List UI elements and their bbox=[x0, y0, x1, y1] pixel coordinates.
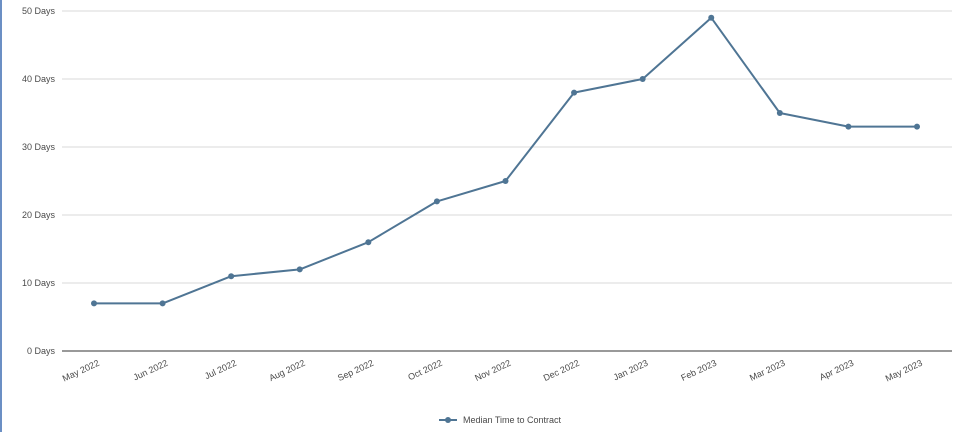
data-point bbox=[365, 239, 372, 246]
x-tick-label: Jul 2022 bbox=[203, 358, 238, 381]
x-tick-label: May 2022 bbox=[61, 358, 101, 384]
y-tick-label: 50 Days bbox=[22, 6, 56, 16]
legend-point-marker bbox=[445, 417, 451, 423]
data-point bbox=[571, 89, 578, 96]
y-axis-tick-labels: 0 Days 10 Days 20 Days 30 Days 40 Days 50 Day… bbox=[22, 6, 56, 356]
data-point bbox=[296, 266, 303, 273]
data-point bbox=[776, 110, 783, 116]
data-points bbox=[91, 14, 920, 307]
x-tick-label: Jun 2022 bbox=[132, 358, 170, 383]
x-tick-label: May 2023 bbox=[884, 358, 924, 384]
y-tick-label: 20 Days bbox=[22, 210, 56, 220]
data-point bbox=[502, 178, 509, 184]
x-tick-label: Nov 2022 bbox=[473, 358, 512, 383]
legend-label: Median Time to Contract bbox=[463, 415, 562, 425]
x-tick-label: Aug 2022 bbox=[267, 358, 306, 383]
x-tick-label: Dec 2022 bbox=[542, 358, 581, 383]
x-tick-label: Feb 2023 bbox=[679, 358, 718, 383]
y-tick-label: 10 Days bbox=[22, 278, 56, 288]
x-tick-label: Sep 2022 bbox=[336, 358, 375, 383]
y-tick-label: 40 Days bbox=[22, 74, 56, 84]
gridlines bbox=[62, 10, 952, 284]
x-axis-tick-labels: May 2022 Jun 2022 Jul 2022 Aug 2022 Sep 2022… bbox=[61, 358, 924, 384]
y-tick-label: 0 Days bbox=[27, 346, 56, 356]
left-edge-accent bbox=[0, 0, 2, 432]
legend[interactable]: Median Time to Contract bbox=[439, 415, 562, 425]
y-tick-label: 30 Days bbox=[22, 142, 56, 152]
x-tick-label: Mar 2023 bbox=[748, 358, 787, 383]
data-point bbox=[708, 14, 715, 21]
data-point bbox=[91, 300, 97, 307]
data-point bbox=[433, 198, 440, 205]
data-point bbox=[228, 273, 235, 280]
data-point bbox=[845, 123, 852, 130]
x-tick-label: Oct 2022 bbox=[406, 358, 443, 383]
data-point bbox=[639, 76, 646, 82]
x-tick-label: Apr 2023 bbox=[818, 358, 855, 383]
x-tick-label: Jan 2023 bbox=[612, 358, 650, 383]
data-point bbox=[914, 123, 920, 130]
data-point bbox=[159, 300, 166, 307]
series-line bbox=[94, 16, 917, 305]
